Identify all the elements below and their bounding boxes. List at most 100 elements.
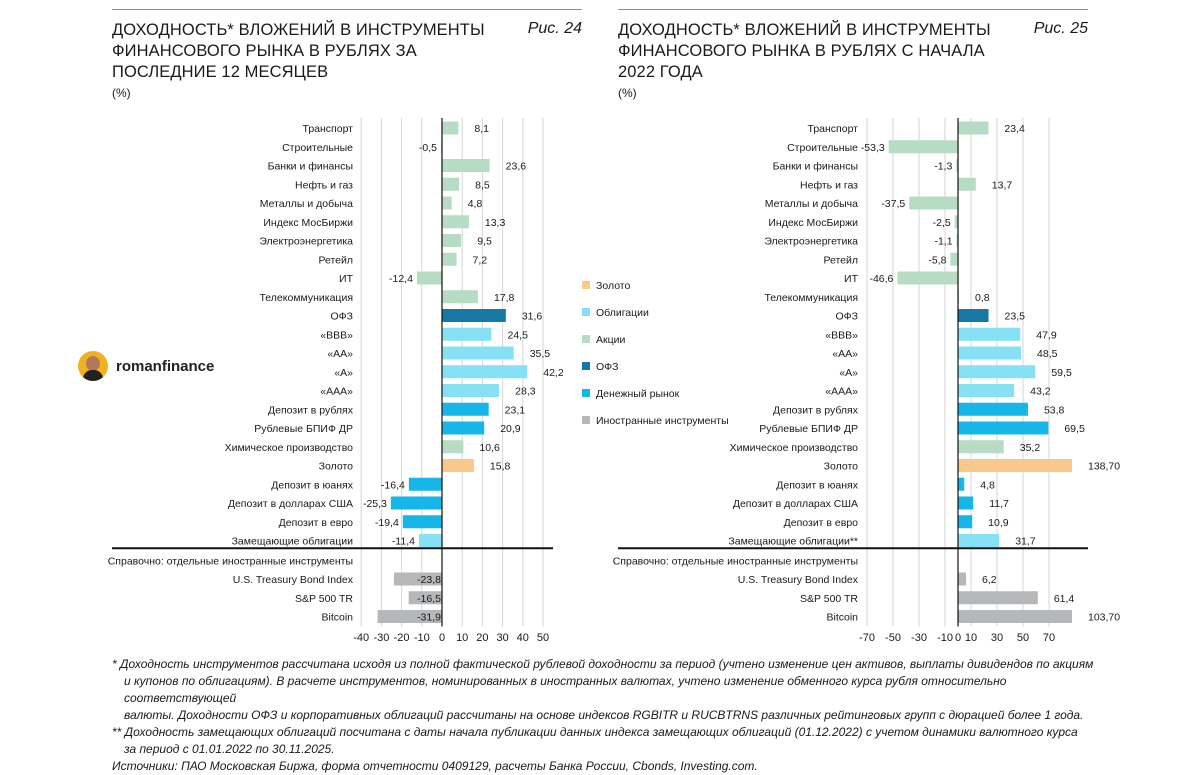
right-bar xyxy=(897,271,958,285)
left-category-label: Электроэнергетика xyxy=(259,236,353,248)
right-tick-label: -10 xyxy=(937,632,953,644)
left-bar xyxy=(418,534,442,547)
right-category-label: Индекс МосБиржи xyxy=(768,217,858,229)
left-tick-label: 10 xyxy=(456,632,468,644)
right-bar xyxy=(909,196,958,210)
left-reference-value-label: -16,5 xyxy=(417,593,441,605)
legend-label: Иностранные инструменты xyxy=(596,415,729,427)
right-value-label: 10,9 xyxy=(988,517,1009,529)
legend-swatch xyxy=(582,281,590,289)
right-bar xyxy=(958,309,989,322)
left-unit-label: (%) xyxy=(112,86,131,100)
left-reference-bar xyxy=(377,610,442,623)
right-bar xyxy=(958,327,1021,341)
right-tick-label: 30 xyxy=(991,632,1003,644)
left-tick-label: 20 xyxy=(476,632,488,644)
left-category-label: Замещающие облигации xyxy=(232,536,354,548)
left-reference-value-label: -31,9 xyxy=(417,612,441,624)
right-reference-header: Справочно: отдельные иностранные инструм… xyxy=(613,555,858,567)
right-category-label: Ретейл xyxy=(823,254,858,266)
right-reference-bar xyxy=(958,610,1072,623)
left-tick-label: -30 xyxy=(373,632,389,644)
left-category-label: «AA» xyxy=(327,348,353,360)
left-tick-label: 30 xyxy=(496,632,508,644)
left-value-label: 15,8 xyxy=(490,461,511,473)
right-value-label: 23,4 xyxy=(1004,123,1025,135)
left-category-label: Рублевые БПИФ ДР xyxy=(254,423,353,435)
left-value-label: 17,8 xyxy=(494,292,515,304)
right-reference-label: Bitcoin xyxy=(826,612,858,624)
footnotes: * Доходность инструментов рассчитана исх… xyxy=(112,656,1112,775)
left-chart-title: ДОХОДНОСТЬ* ВЛОЖЕНИЙ В ИНСТРУМЕНТЫ ФИНАН… xyxy=(112,21,485,81)
right-bar xyxy=(956,234,958,247)
right-value-label: 43,2 xyxy=(1030,386,1051,398)
right-reference-bar xyxy=(958,591,1038,605)
right-reference-bar xyxy=(958,572,967,586)
right-value-label: 138,70 xyxy=(1088,461,1120,473)
brand-name: romanfinance xyxy=(116,357,215,375)
right-value-label: -2,5 xyxy=(933,217,951,229)
right-value-label: 13,7 xyxy=(992,179,1013,191)
right-value-label: -1,3 xyxy=(934,161,952,173)
left-category-label: ОФЗ xyxy=(331,311,354,323)
left-value-label: 42,2 xyxy=(543,367,564,379)
right-bar xyxy=(958,496,974,510)
left-reference-value-label: -23,8 xyxy=(417,574,441,586)
right-value-label: 11,7 xyxy=(989,498,1009,510)
right-tick-label: 0 xyxy=(955,632,961,644)
legend-swatch xyxy=(582,335,590,343)
left-category-label: Телекоммуникация xyxy=(259,292,353,304)
left-category-label: Золото xyxy=(319,461,353,473)
left-bar xyxy=(442,121,459,135)
legend-swatch xyxy=(582,389,590,397)
right-category-label: Депозит в долларах США xyxy=(733,498,858,510)
left-bar xyxy=(442,309,506,322)
footnote-1-line-3: валюты. Доходности ОФЗ и корпоративных о… xyxy=(124,708,1084,722)
legend-label: Акции xyxy=(596,334,625,346)
left-bar xyxy=(390,496,442,510)
legend-swatch xyxy=(582,416,590,424)
left-category-label: Ретейл xyxy=(318,254,353,266)
left-value-label: -16,4 xyxy=(381,479,405,491)
left-tick-label: 50 xyxy=(537,632,549,644)
footnote-1-line-1: * Доходность инструментов рассчитана исх… xyxy=(112,657,1094,671)
right-unit-label: (%) xyxy=(618,86,637,100)
right-category-label: Транспорт xyxy=(808,123,859,135)
left-bar xyxy=(402,515,442,529)
left-tick-label: -20 xyxy=(394,632,410,644)
left-value-label: 8,5 xyxy=(475,179,490,191)
right-value-label: 48,5 xyxy=(1037,348,1058,360)
left-value-label: 7,2 xyxy=(473,254,488,266)
right-category-label: Строительные xyxy=(787,142,858,154)
left-bar xyxy=(442,402,489,416)
right-bar xyxy=(958,515,973,529)
left-value-label: 31,6 xyxy=(522,311,543,323)
left-reference-header: Справочно: отдельные иностранные инструм… xyxy=(108,555,353,567)
right-value-label: 23,5 xyxy=(1005,311,1026,323)
left-bar xyxy=(442,421,485,435)
right-value-label: -37,5 xyxy=(881,198,905,210)
right-bar xyxy=(958,459,1072,472)
legend-swatch xyxy=(582,308,590,316)
right-category-label: Замещающие облигации** xyxy=(728,536,858,548)
left-category-label: Строительные xyxy=(282,142,353,154)
right-bar xyxy=(958,365,1036,379)
left-reference-label: S&P 500 TR xyxy=(295,593,353,605)
left-reference-label: U.S. Treasury Bond Index xyxy=(233,574,354,586)
left-category-label: Химическое производство xyxy=(225,442,354,454)
right-bar xyxy=(958,402,1028,416)
left-value-label: 23,6 xyxy=(506,161,527,173)
left-value-label: -25,3 xyxy=(363,498,387,510)
left-bar xyxy=(408,477,442,491)
right-category-label: Телекоммуникация xyxy=(764,292,858,304)
left-bar xyxy=(442,365,528,379)
left-bar xyxy=(442,440,464,454)
left-category-label: Депозит в рублях xyxy=(268,404,354,416)
left-tick-label: -10 xyxy=(414,632,430,644)
left-figure-label: Рис. 24 xyxy=(527,20,582,37)
left-bar xyxy=(442,215,469,229)
legend-label: ОФЗ xyxy=(596,361,619,373)
left-bar xyxy=(442,327,492,341)
right-figure-label: Рис. 25 xyxy=(1033,20,1088,37)
right-tick-label: 50 xyxy=(1017,632,1029,644)
